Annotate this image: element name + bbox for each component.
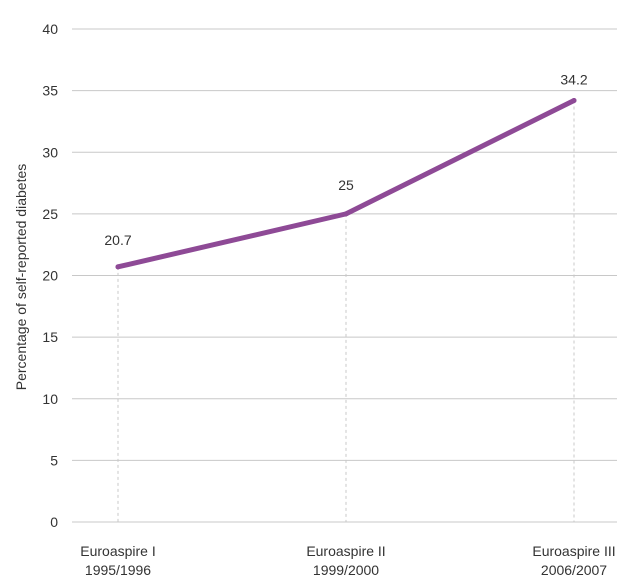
x-category-period-3: 2006/2007 — [541, 562, 607, 578]
x-category-name-1: Euroaspire I — [80, 543, 155, 559]
y-tick-label-0: 0 — [50, 514, 58, 530]
data-label-1: 20.7 — [104, 232, 131, 248]
data-point-2 — [343, 211, 349, 217]
x-category-period-2: 1999/2000 — [313, 562, 379, 578]
y-tick-label-40: 40 — [42, 21, 58, 37]
data-labels: 20.7 25 34.2 — [104, 71, 587, 247]
data-label-2: 25 — [338, 177, 354, 193]
y-tick-label-15: 15 — [42, 329, 58, 345]
x-axis-categories: Euroaspire I 1995/1996 Euroaspire II 1999/2… — [80, 543, 615, 578]
x-category-name-2: Euroaspire II — [306, 543, 385, 559]
y-tick-label-25: 25 — [42, 206, 58, 222]
y-axis-label: Percentage of self-reported diabetes — [13, 164, 29, 390]
x-category-period-1: 1995/1996 — [85, 562, 151, 578]
gridlines — [72, 28, 617, 523]
data-point-3 — [571, 97, 577, 103]
y-axis-ticks: 0 5 10 15 20 25 30 35 40 — [42, 21, 58, 530]
x-category-name-3: Euroaspire III — [532, 543, 615, 559]
data-label-3: 34.2 — [560, 71, 587, 87]
drop-lines — [117, 100, 575, 522]
y-tick-label-5: 5 — [50, 452, 58, 468]
y-tick-label-20: 20 — [42, 268, 58, 284]
series-lines — [115, 97, 577, 270]
y-tick-label-35: 35 — [42, 83, 58, 99]
data-point-1 — [115, 264, 121, 270]
y-tick-label-30: 30 — [42, 144, 58, 160]
y-tick-label-10: 10 — [42, 391, 58, 407]
